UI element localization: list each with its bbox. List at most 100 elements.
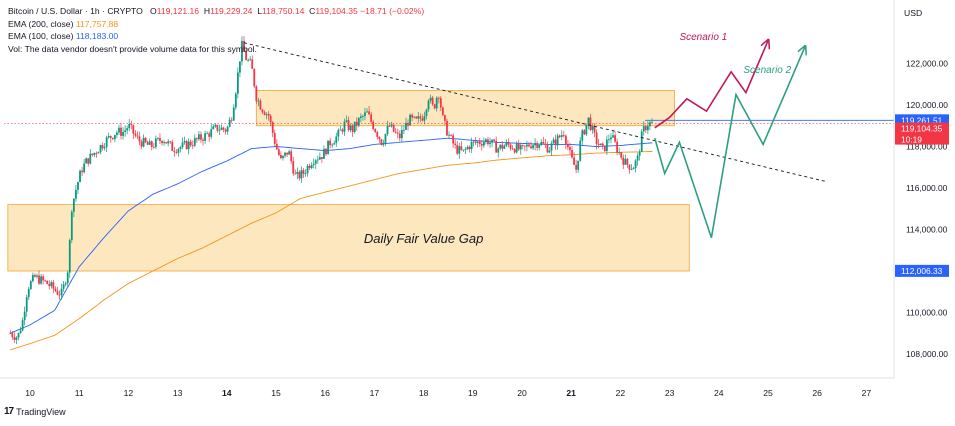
candle-body: [333, 143, 336, 145]
ema200-row[interactable]: EMA (200, close) 117,757.88: [8, 18, 424, 31]
symbol-title[interactable]: Bitcoin / U.S. Dollar · 1h · CRYPTO: [8, 6, 143, 16]
x-tick-label: 24: [714, 388, 724, 398]
y-tick-label: 120,000.00: [906, 100, 948, 110]
candle-body: [595, 132, 598, 144]
level-price-badge-text: 119,261.51: [901, 115, 943, 125]
candle-body: [142, 137, 145, 147]
candle-body: [277, 149, 280, 156]
x-tick-label: 22: [616, 388, 626, 398]
candle-body: [245, 51, 247, 61]
candle-body: [564, 135, 567, 145]
candle-body: [183, 141, 186, 143]
candle-body: [321, 157, 323, 159]
candle-body: [163, 142, 165, 144]
candle-body: [388, 125, 391, 127]
candle-body: [482, 142, 485, 146]
candle-body: [433, 104, 436, 109]
x-tick-label: 12: [124, 388, 134, 398]
candle-body: [253, 68, 256, 87]
candle-body: [396, 132, 399, 134]
candle-body: [290, 151, 293, 162]
candle-body: [366, 111, 368, 113]
candle-body: [171, 141, 174, 152]
candle-body: [636, 155, 639, 161]
candle-body: [325, 148, 327, 155]
candle-body: [146, 142, 149, 145]
y-tick-label: 110,000.00: [906, 308, 948, 318]
candle-body: [579, 140, 582, 161]
candle-body: [485, 139, 487, 143]
candle-body: [505, 142, 508, 146]
candle-body: [79, 170, 81, 183]
candle-body: [9, 333, 12, 335]
candle-body: [152, 146, 155, 148]
candle-body: [597, 143, 600, 146]
candle-body: [503, 145, 506, 149]
candle-body: [298, 171, 301, 179]
last-price-badge: [895, 122, 949, 145]
candle-body: [138, 136, 141, 142]
scenario2-label: Scenario 2: [743, 65, 791, 76]
zone-price-badge: [895, 264, 949, 277]
tradingview-brand[interactable]: 17 TradingView: [4, 406, 66, 417]
candle-body: [651, 122, 653, 123]
candle-body: [251, 59, 254, 69]
candle-body: [134, 133, 137, 136]
candle-body: [249, 59, 252, 61]
candle-body: [109, 135, 112, 138]
candle-body: [62, 284, 65, 289]
ohlc-change: −18.71 (−0.02%): [360, 6, 425, 16]
candle-body: [282, 155, 284, 159]
ohlc-open: O119,121.16: [150, 6, 200, 16]
candle-body: [177, 148, 180, 153]
currency-selector[interactable]: USD: [904, 8, 923, 18]
candle-body: [499, 144, 502, 149]
candle-body: [148, 141, 151, 145]
candle-body: [575, 164, 578, 170]
candle-body: [554, 139, 557, 146]
candle-body: [259, 100, 262, 110]
candle-body: [46, 280, 49, 284]
candle-body: [179, 147, 182, 149]
candle-body: [91, 153, 94, 156]
candle-body: [40, 276, 42, 284]
candle-body: [622, 157, 625, 165]
candle-body: [357, 117, 360, 126]
candle-body: [452, 135, 455, 144]
candle-body: [263, 112, 266, 115]
ema100-value: 118,183.00: [75, 31, 119, 42]
candle-body: [378, 136, 381, 140]
candle-body: [425, 109, 428, 117]
ema200-label: EMA (200, close): [8, 18, 74, 29]
candle-body: [124, 130, 127, 132]
candle-body: [624, 158, 627, 165]
candle-body: [421, 118, 424, 121]
candle-body: [181, 142, 184, 148]
candle-body: [159, 138, 161, 141]
candle-body: [191, 145, 194, 147]
candle-body: [85, 158, 88, 164]
candle-body: [515, 143, 518, 153]
candle-body: [474, 141, 477, 143]
last-price-badge-text: 119,104.35: [901, 124, 943, 134]
candle-body: [105, 137, 108, 148]
candle-body: [368, 111, 370, 115]
candle-body: [236, 72, 239, 94]
ema100-row[interactable]: EMA (100, close) 118,183.00: [8, 30, 424, 43]
y-tick-label: 122,000.00: [906, 59, 948, 69]
x-tick-label: 13: [173, 388, 183, 398]
candle-body: [608, 139, 610, 141]
candle-body: [173, 151, 176, 153]
candle-body: [54, 288, 57, 291]
candle-body: [349, 125, 352, 131]
candle-body: [323, 148, 325, 159]
candle-body: [126, 128, 129, 131]
candle-body: [562, 135, 565, 136]
candle-body: [75, 189, 77, 199]
candle-body: [417, 116, 420, 119]
candle-body: [95, 152, 98, 154]
candle-body: [25, 297, 28, 312]
candle-body: [255, 86, 258, 102]
